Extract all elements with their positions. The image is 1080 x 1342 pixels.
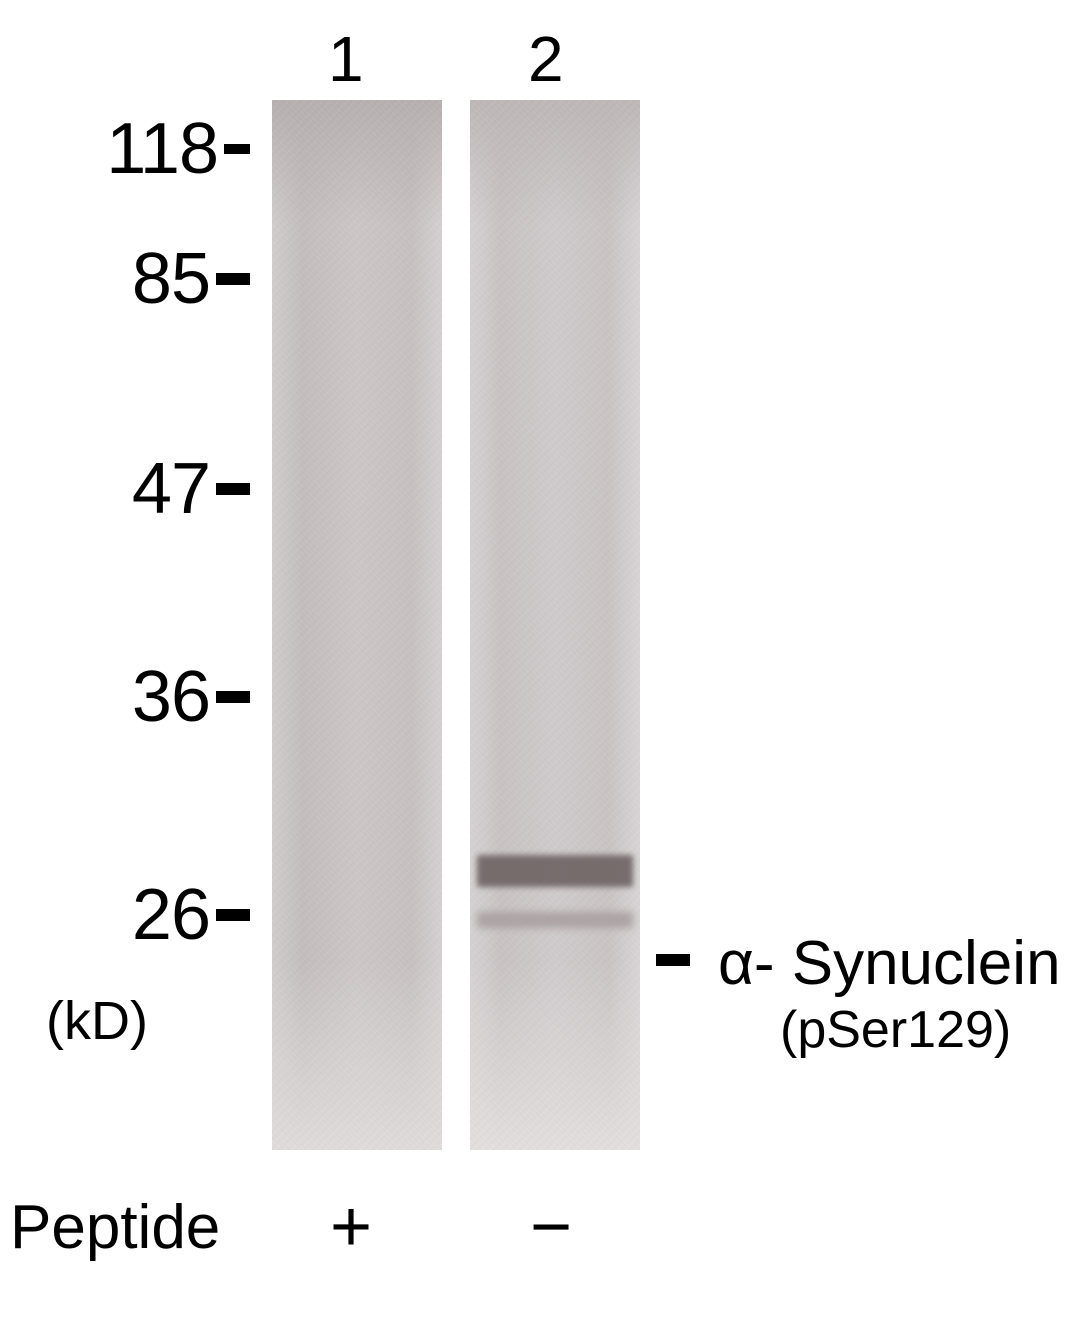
blot-lane-2 — [470, 100, 640, 1150]
mw-mark-118: 118 — [106, 108, 250, 190]
mw-mark-47-tick — [216, 483, 250, 495]
band-label: α- Synuclein — [718, 928, 1061, 999]
band-pointer — [656, 954, 690, 966]
blot-lane-1 — [272, 100, 442, 1150]
kd-unit-label: (kD) — [46, 990, 148, 1052]
mw-mark-26-tick — [216, 909, 250, 921]
lane-header-2-text: 2 — [528, 23, 564, 95]
band-sublabel: (pSer129) — [780, 1000, 1011, 1060]
mw-mark-36-value: 36 — [132, 656, 210, 738]
peptide-symbol-2: − — [530, 1186, 572, 1268]
lane-2-grain — [470, 100, 640, 1150]
mw-mark-85-value: 85 — [132, 238, 210, 320]
mw-mark-85: 85 — [132, 238, 250, 320]
molecular-weight-ladder: 118 85 47 36 26 — [0, 0, 250, 1150]
mw-mark-26-value: 26 — [132, 874, 210, 956]
lane-1-grain — [272, 100, 442, 1150]
blot-lane-2-membrane — [470, 100, 640, 1150]
mw-mark-118-tick — [224, 144, 250, 154]
lane-2-band-1 — [477, 912, 633, 928]
mw-mark-26: 26 — [132, 874, 250, 956]
lane-header-1-text: 1 — [328, 23, 364, 95]
lane-header-1: 1 — [328, 22, 364, 96]
peptide-label: Peptide — [10, 1192, 220, 1263]
band-pointer-tick — [656, 954, 690, 966]
mw-mark-118-value: 118 — [106, 108, 218, 190]
western-blot-figure: 1 2 118 85 47 36 26 (kD) α- Synuclein (pSer1… — [0, 0, 1080, 1342]
lane-2-band-0 — [477, 855, 633, 887]
blot-lane-1-membrane — [272, 100, 442, 1150]
mw-mark-36-tick — [216, 691, 250, 703]
mw-mark-85-tick — [216, 273, 250, 285]
peptide-symbol-1: + — [330, 1186, 372, 1268]
lane-header-2: 2 — [528, 22, 564, 96]
mw-mark-36: 36 — [132, 656, 250, 738]
mw-mark-47-value: 47 — [132, 448, 210, 530]
mw-mark-47: 47 — [132, 448, 250, 530]
